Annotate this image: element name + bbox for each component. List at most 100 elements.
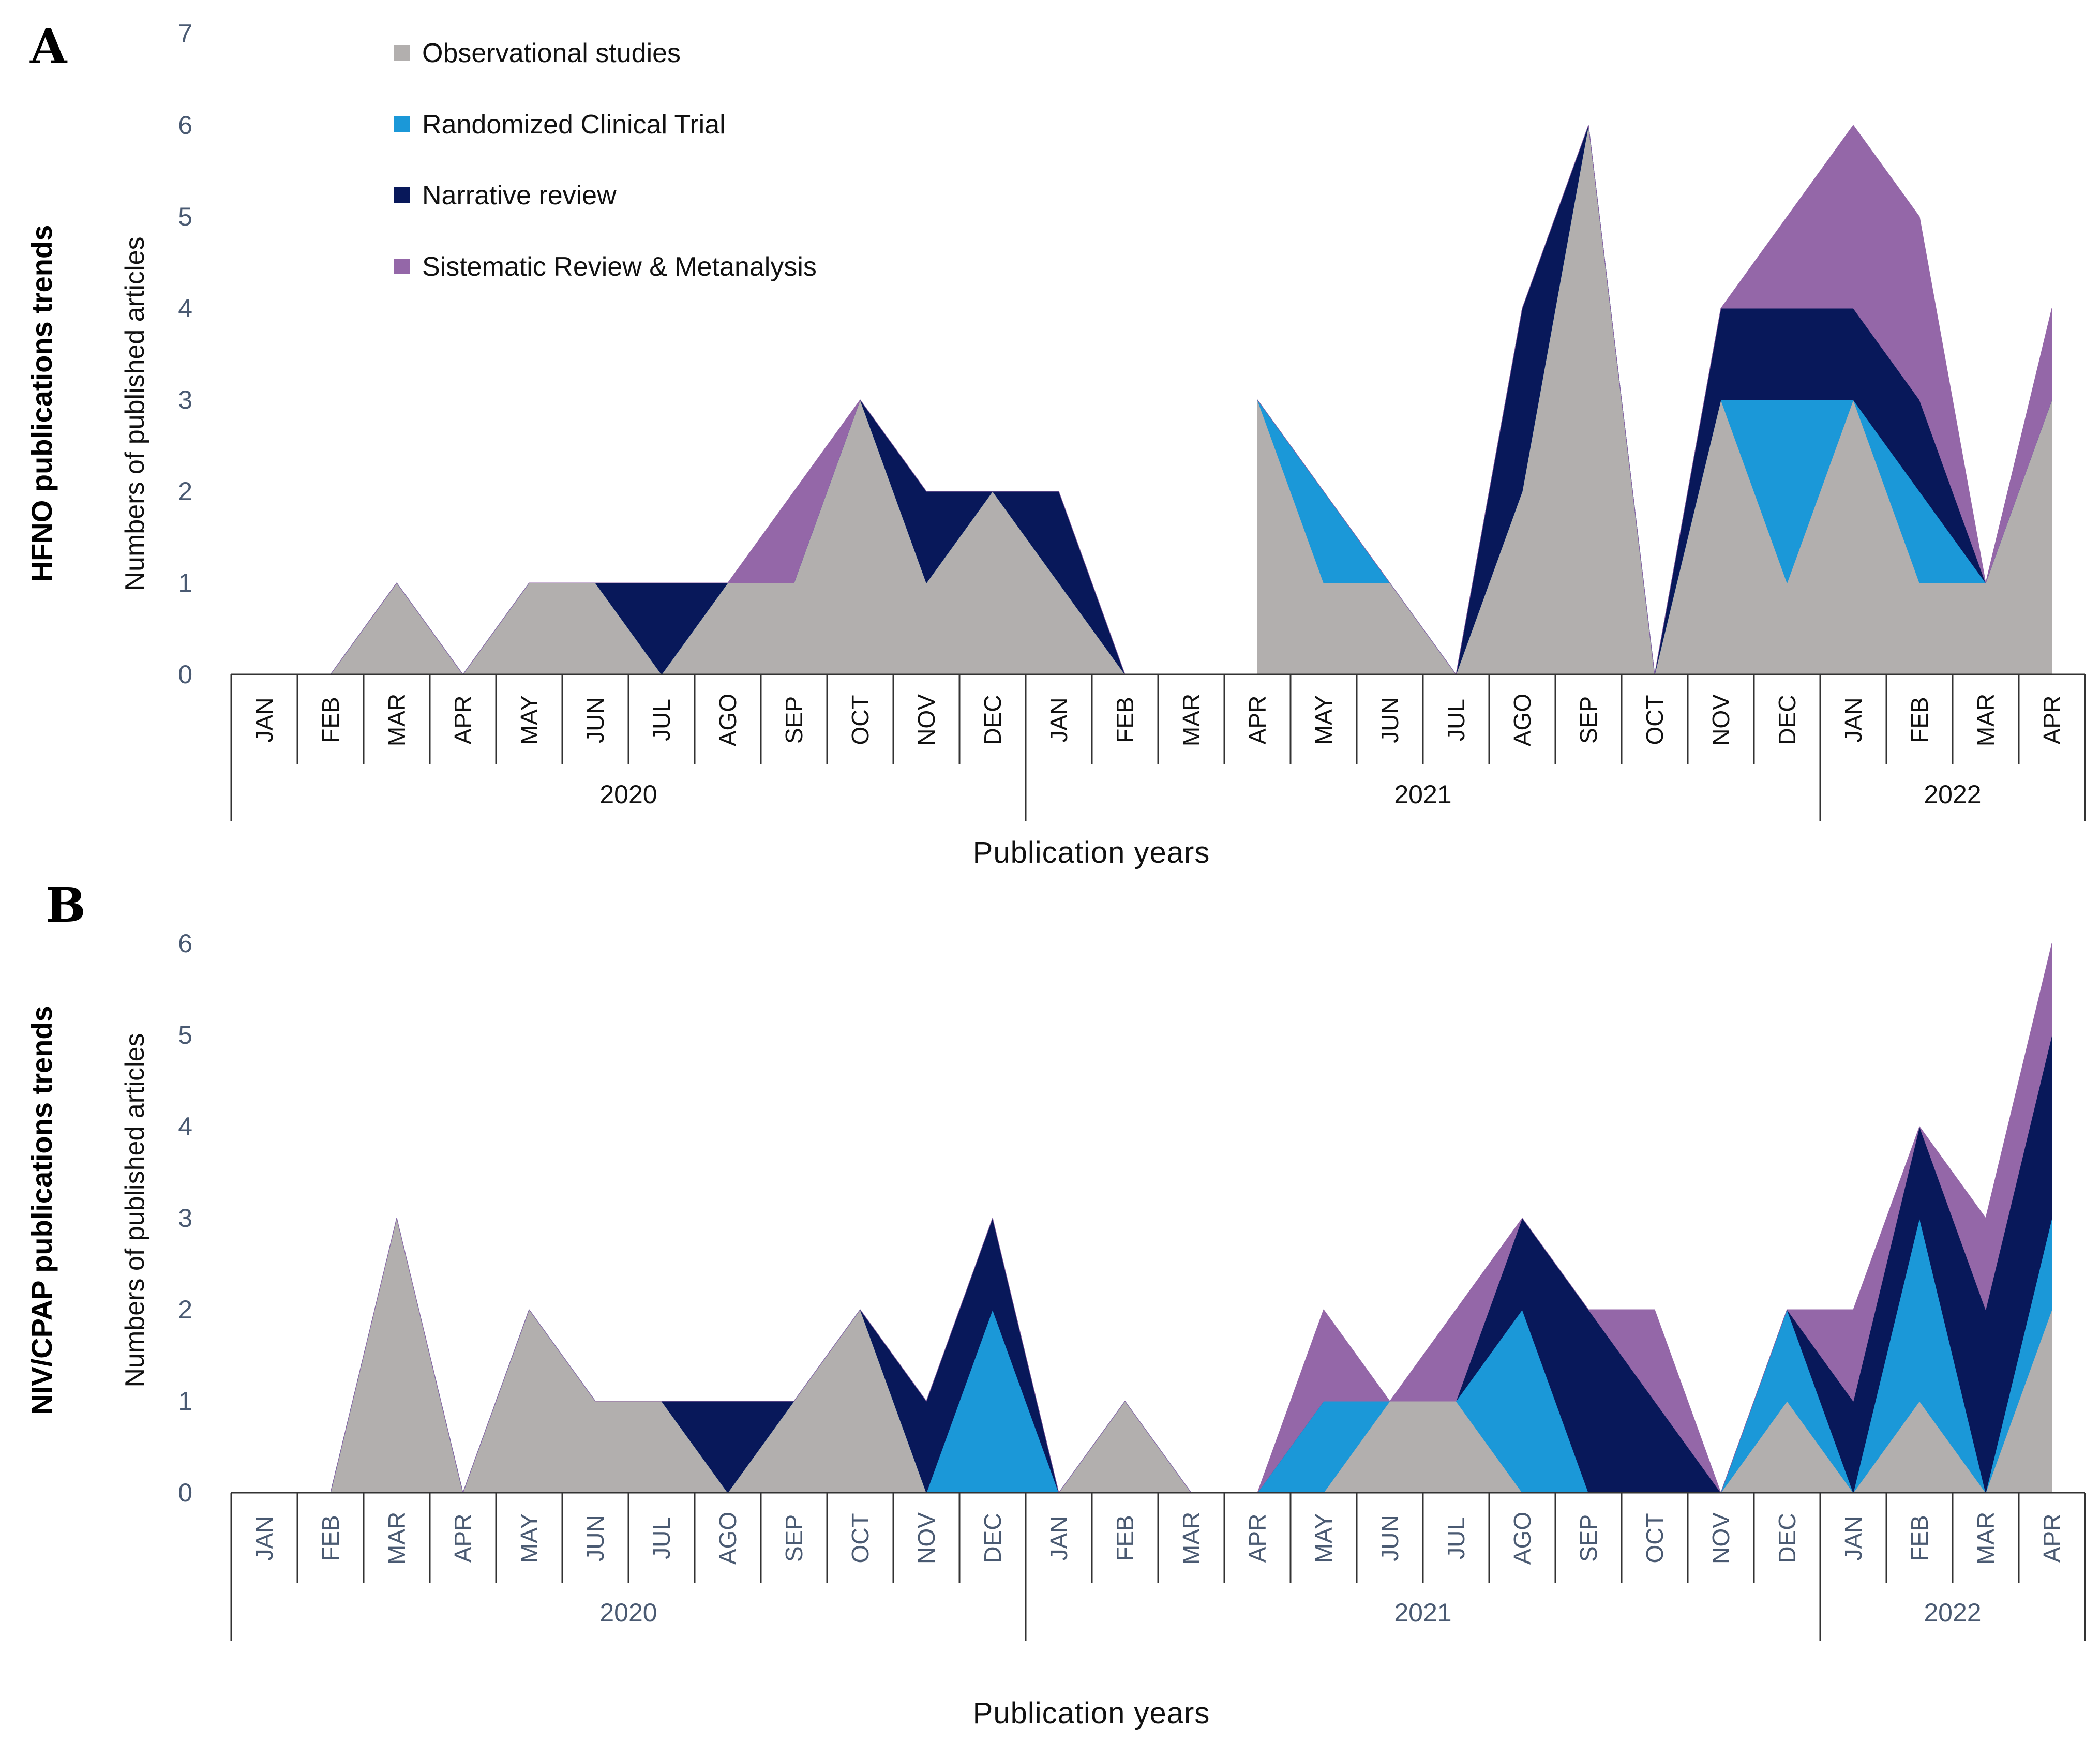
panel-b-ytick-2: 2 — [178, 1295, 192, 1324]
panel-b-month-label-7: AGO — [714, 1512, 741, 1565]
panel-b-month-label-15: APR — [1244, 1514, 1271, 1563]
panel-b-xlabel: Publication years — [973, 1696, 1210, 1730]
panel-a-month-label-16: MAY — [1310, 695, 1337, 745]
panel-a-ytick-6: 6 — [178, 111, 192, 140]
panel-a-ytick-7: 7 — [178, 19, 192, 48]
panel-b-month-label-22: NOV — [1707, 1512, 1734, 1564]
panel-a-month-label-7: AGO — [714, 694, 741, 746]
panel-a-month-label-5: JUN — [582, 697, 609, 743]
legend: Observational studies Randomized Clinica… — [394, 38, 817, 282]
panel-a-month-label-27: APR — [2038, 696, 2065, 745]
panel-a-month-label-15: APR — [1244, 696, 1271, 745]
panel-a-month-label-21: OCT — [1641, 695, 1668, 745]
panel-a-month-label-22: NOV — [1707, 694, 1734, 746]
legend-label-systematic: Sistematic Review & Metanalysis — [422, 252, 817, 282]
panel-a-month-label-25: FEB — [1906, 697, 1933, 743]
panel-a-ytick-4: 4 — [178, 294, 192, 323]
panel-b-ytick-5: 5 — [178, 1020, 192, 1049]
panel-a-month-label-19: AGO — [1509, 694, 1536, 746]
panel-a-ytick-2: 2 — [178, 477, 192, 506]
panel-b-month-label-1: FEB — [317, 1515, 344, 1561]
panel-a-month-label-4: MAY — [516, 695, 543, 745]
panel-b-month-label-16: MAY — [1310, 1513, 1337, 1563]
legend-swatch-rct — [394, 116, 410, 132]
panel-b-ytick-6: 6 — [178, 929, 192, 958]
panel-a-month-label-24: JAN — [1840, 698, 1867, 743]
panel-a-ytick-3: 3 — [178, 385, 192, 414]
panel-b-month-label-0: JAN — [251, 1516, 278, 1561]
panel-a-letter: A — [29, 19, 68, 74]
panel-a-ytick-5: 5 — [178, 202, 192, 231]
panel-b-month-label-25: FEB — [1906, 1515, 1933, 1561]
legend-label-observational: Observational studies — [422, 38, 681, 68]
panel-a-month-label-23: DEC — [1774, 695, 1801, 745]
panel-b-ytick-0: 0 — [178, 1478, 192, 1507]
panel-b-month-label-21: OCT — [1641, 1513, 1668, 1563]
panel-b-ytick-4: 4 — [178, 1112, 192, 1141]
panel-a-month-label-1: FEB — [317, 697, 344, 743]
panel-a-month-label-2: MAR — [383, 694, 410, 746]
panel-a-xlabel: Publication years — [973, 836, 1210, 869]
panel-a-area-observational-studies-0 — [330, 399, 1126, 675]
panel-a-area-sistematic-review-metanalysis-1 — [1257, 125, 2052, 675]
panel-b-year-label-2020: 2020 — [599, 1598, 657, 1627]
panel-a-ytick-0: 0 — [178, 660, 192, 689]
panel-a-month-label-12: JAN — [1045, 698, 1072, 743]
panel-b-ytick-1: 1 — [178, 1387, 192, 1416]
panel-a-ylabel: Numbers of published articles — [120, 237, 150, 591]
panel-a-month-label-20: SEP — [1575, 696, 1602, 744]
panel-a-month-label-18: JUL — [1443, 699, 1469, 741]
panel-b-month-label-26: MAR — [1972, 1512, 1999, 1565]
panel-b-chart: 0 1 2 3 4 5 6 2020 2021 2022 JAN FEB MAR APR MAY JUN JUL… — [178, 929, 2086, 1641]
panel-a-month-label-13: FEB — [1112, 697, 1138, 743]
panel-b-month-label-6: JUL — [648, 1517, 675, 1559]
panel-b-area-sistematic-review-metanalysis-0 — [330, 943, 2052, 1493]
legend-label-rct: Randomized Clinical Trial — [422, 110, 726, 140]
panel-b-month-label-24: JAN — [1840, 1516, 1867, 1561]
panel-a-month-label-26: MAR — [1972, 694, 1999, 746]
panel-b-month-label-27: APR — [2038, 1514, 2065, 1563]
panel-b-month-label-8: SEP — [781, 1514, 807, 1562]
panel-a-side-title: HFNO publications trends — [25, 225, 58, 582]
panel-b-side-title: NIV/CPAP publications trends — [25, 1005, 58, 1415]
panel-b-month-label-18: JUL — [1443, 1517, 1469, 1559]
panel-b-month-label-2: MAR — [383, 1512, 410, 1565]
panel-a-month-label-3: APR — [449, 696, 476, 745]
legend-label-narrative: Narrative review — [422, 181, 617, 211]
panel-b-month-label-19: AGO — [1509, 1512, 1536, 1565]
panel-a-month-label-14: MAR — [1178, 694, 1205, 746]
panel-b-month-label-20: SEP — [1575, 1514, 1602, 1562]
panel-a-month-label-8: SEP — [781, 696, 807, 744]
legend-swatch-narrative — [394, 187, 410, 203]
legend-swatch-observational — [394, 45, 410, 61]
panel-a-chart: 0 1 2 3 4 5 6 7 2020 2021 2022 JAN FEB MAR APR MAY JUN JU… — [178, 19, 2086, 821]
panel-b-month-label-14: MAR — [1178, 1512, 1205, 1565]
panel-b-month-label-17: JUN — [1376, 1515, 1403, 1561]
panel-a-month-label-10: NOV — [913, 694, 940, 746]
panel-b-letter: B — [46, 877, 86, 933]
panel-b-month-label-13: FEB — [1112, 1515, 1138, 1561]
panel-b-month-label-5: JUN — [582, 1515, 609, 1561]
panel-a-month-label-11: DEC — [979, 695, 1006, 745]
panel-a-year-label-2020: 2020 — [599, 780, 657, 809]
panel-a-year-label-2022: 2022 — [1924, 780, 1981, 809]
panel-a-ytick-1: 1 — [178, 568, 192, 597]
panel-b-ylabel: Numbers of published articles — [120, 1033, 150, 1388]
panel-b-month-label-11: DEC — [979, 1513, 1006, 1563]
panel-a-year-label-2021: 2021 — [1394, 780, 1451, 809]
panel-a-month-label-17: JUN — [1376, 697, 1403, 743]
panel-b-month-label-10: NOV — [913, 1512, 940, 1564]
panel-a-month-label-0: JAN — [251, 698, 278, 743]
panel-b-year-label-2022: 2022 — [1924, 1598, 1981, 1627]
panel-b-month-label-3: APR — [449, 1514, 476, 1563]
panel-b-month-label-9: OCT — [847, 1513, 874, 1563]
panel-b-ytick-3: 3 — [178, 1204, 192, 1233]
panel-b-year-label-2021: 2021 — [1394, 1598, 1451, 1627]
panel-b-month-label-23: DEC — [1774, 1513, 1801, 1563]
panel-b-month-label-12: JAN — [1045, 1516, 1072, 1561]
legend-swatch-systematic — [394, 259, 410, 274]
panel-a-month-label-9: OCT — [847, 695, 874, 745]
panel-b-month-label-4: MAY — [516, 1513, 543, 1563]
panel-a-month-label-6: JUL — [648, 699, 675, 741]
